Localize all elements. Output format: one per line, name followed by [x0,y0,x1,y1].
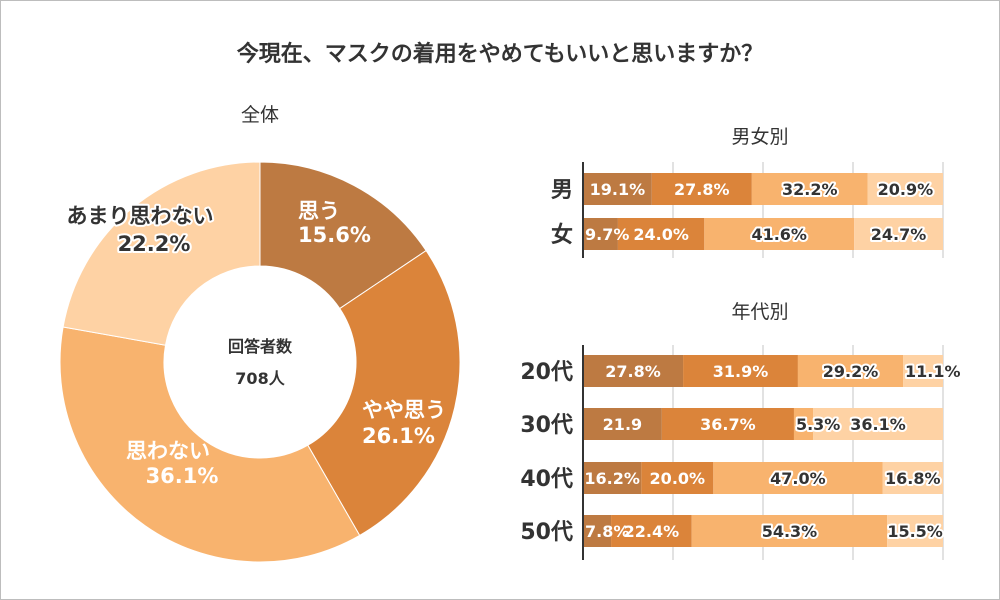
pie-slice-value: 15.6% [298,223,371,247]
pie-slice-label: やや思う [362,398,446,422]
age-bar-segment [583,515,612,547]
age-bar-label: 21.9 [603,415,642,434]
age-bar-segment [903,355,943,387]
age-bar-label: 27.8% [605,362,661,381]
age-bar-label: 15.5% [887,522,943,541]
age-bar-label: 20.0% [650,469,706,488]
age-bar-segment [713,462,883,494]
gender-subtitle: 男女別 [731,126,789,148]
pie-subtitle: 全体 [240,104,279,126]
gender-bar-segment [583,218,618,250]
age-category-label: 30代 [520,413,573,438]
gender-bar-label: 20.9% [878,180,934,199]
age-category-label: 40代 [520,467,573,492]
age-bar-segment [691,515,888,547]
pie-slice-label: 思わない [126,439,210,463]
gender-bar-label: 24.0% [633,225,689,244]
age-bar-label: 22.4% [624,522,680,541]
age-bar-label: 36.1% [850,415,906,434]
age-bar-label: 36.7% [700,415,756,434]
age-bar-label: 5.3% [796,415,840,434]
age-bar-segment [683,355,798,387]
age-bar-label: 11.1% [905,362,961,381]
age-category-label: 20代 [520,360,573,385]
age-bar-segment [797,355,904,387]
pie-slice-value: 26.1% [362,424,435,448]
age-bar-segment [583,462,642,494]
gender-bar-segment [617,218,705,250]
center-label: 回答者数 [228,337,293,356]
age-bar-label: 29.2% [823,362,879,381]
gender-bar-label: 27.8% [674,180,730,199]
gender-category-label: 女 [551,222,573,248]
donut-hole [164,266,356,458]
gender-bar-label: 9.7% [585,225,629,244]
pie-slice-value: 36.1% [146,464,219,488]
gender-bar-label: 19.1% [590,180,646,199]
gender-bar-segment [854,218,943,250]
age-category-label: 50代 [520,520,573,545]
pie-slice-value: 22.2% [118,232,191,256]
age-bar-label: 16.8% [885,469,941,488]
age-bar-segment [661,408,794,440]
gender-bar-label: 24.7% [871,225,927,244]
gender-category-label: 男 [551,178,573,203]
age-subtitle: 年代別 [731,301,789,323]
age-bar-label: 7.8% [585,522,629,541]
gender-bar-segment [751,173,868,205]
age-bar-segment [793,408,814,440]
gender-bar-segment [704,218,855,250]
age-bar-segment [813,408,943,440]
age-bar-segment [887,515,943,547]
gender-bar-segment [651,173,752,205]
age-bar-segment [611,515,692,547]
center-value: 708人 [235,369,285,388]
gender-bar-label: 32.2% [782,180,838,199]
pie-slice [59,326,361,563]
gender-bar-segment [583,173,652,205]
age-bar-label: 16.2% [584,469,640,488]
chart-title: 今現在、マスクの着用をやめてもいいと思いますか？ [236,42,764,67]
age-bar-segment [583,355,684,387]
age-bar-segment [641,462,714,494]
age-bar-segment [583,408,662,440]
gender-bar-label: 41.6% [751,225,807,244]
pie-slice-label: 思う [298,199,340,223]
age-bar-label: 31.9% [713,362,769,381]
pie-slice-label: あまり思わない [67,204,214,228]
gender-bar-segment [867,173,943,205]
age-bar-label: 54.3% [762,522,818,541]
age-bar-label: 47.0% [770,469,826,488]
age-bar-segment [882,462,943,494]
